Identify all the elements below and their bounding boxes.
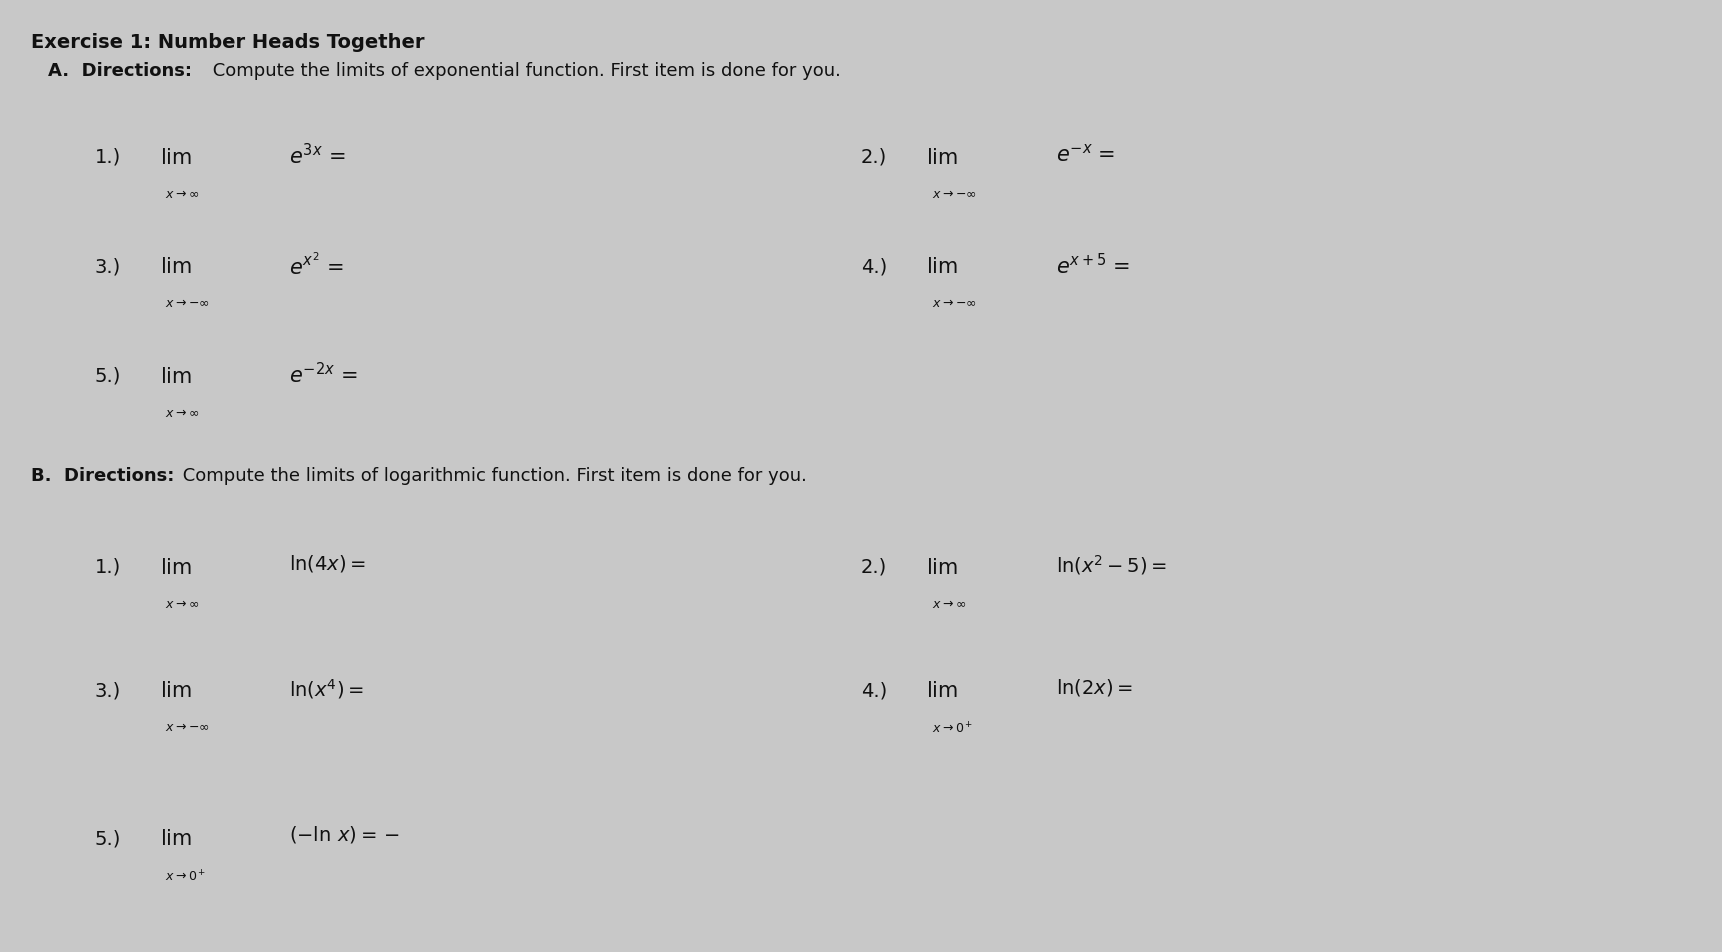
- Text: $\lim$: $\lim$: [160, 257, 193, 277]
- Text: $e^{x+5}$ =: $e^{x+5}$ =: [1056, 252, 1130, 277]
- Text: $e^{-2x}$ =: $e^{-2x}$ =: [289, 362, 358, 387]
- Text: $e^{3x}$ =: $e^{3x}$ =: [289, 143, 346, 168]
- Text: $x{\rightarrow}{-}\infty$: $x{\rightarrow}{-}\infty$: [932, 188, 976, 201]
- Text: Compute the limits of logarithmic function. First item is done for you.: Compute the limits of logarithmic functi…: [177, 466, 808, 485]
- Text: 4.): 4.): [861, 257, 887, 276]
- Text: Compute the limits of exponential function. First item is done for you.: Compute the limits of exponential functi…: [207, 62, 840, 80]
- Text: $\lim$: $\lim$: [160, 681, 193, 701]
- Text: $\lim$: $\lim$: [926, 557, 959, 577]
- Text: $(-\ln\,x) = -$: $(-\ln\,x) = -$: [289, 823, 401, 844]
- Text: $x{\rightarrow}\infty$: $x{\rightarrow}\infty$: [165, 597, 200, 610]
- Text: $\lim$: $\lim$: [926, 257, 959, 277]
- Text: 5.): 5.): [95, 367, 121, 386]
- Text: A.  Directions:: A. Directions:: [48, 62, 193, 80]
- Text: $\lim$: $\lim$: [926, 148, 959, 168]
- Text: 1.): 1.): [95, 557, 121, 576]
- Text: $\lim$: $\lim$: [160, 367, 193, 387]
- Text: $\lim$: $\lim$: [926, 681, 959, 701]
- Text: $e^{x^2}$ =: $e^{x^2}$ =: [289, 252, 344, 279]
- Text: $x{\rightarrow}{-}\infty$: $x{\rightarrow}{-}\infty$: [932, 297, 976, 310]
- Text: $x{\rightarrow}0^+$: $x{\rightarrow}0^+$: [932, 721, 973, 736]
- Text: 2.): 2.): [861, 557, 887, 576]
- Text: 1.): 1.): [95, 148, 121, 167]
- Text: $e^{-x}$ =: $e^{-x}$ =: [1056, 143, 1114, 165]
- Text: $x{\rightarrow}\infty$: $x{\rightarrow}\infty$: [932, 597, 966, 610]
- Text: 5.): 5.): [95, 828, 121, 847]
- Text: 2.): 2.): [861, 148, 887, 167]
- Text: $x{\rightarrow}{-}\infty$: $x{\rightarrow}{-}\infty$: [165, 297, 210, 310]
- Text: $\lim$: $\lim$: [160, 148, 193, 168]
- Text: Exercise 1: Number Heads Together: Exercise 1: Number Heads Together: [31, 33, 425, 52]
- Text: $x{\rightarrow}\infty$: $x{\rightarrow}\infty$: [165, 188, 200, 201]
- Text: $\lim$: $\lim$: [160, 828, 193, 848]
- Text: $\ln(4x) =$: $\ln(4x) =$: [289, 552, 367, 573]
- Text: 4.): 4.): [861, 681, 887, 700]
- Text: $x{\rightarrow}\infty$: $x{\rightarrow}\infty$: [165, 407, 200, 420]
- Text: $x{\rightarrow}0^+$: $x{\rightarrow}0^+$: [165, 868, 207, 883]
- Text: $x{\rightarrow}{-}\infty$: $x{\rightarrow}{-}\infty$: [165, 721, 210, 734]
- Text: $\ln(x^2 - 5) =$: $\ln(x^2 - 5) =$: [1056, 552, 1168, 576]
- Text: $\ln(2x) =$: $\ln(2x) =$: [1056, 676, 1133, 697]
- Text: $\lim$: $\lim$: [160, 557, 193, 577]
- Text: $\ln(x^4) =$: $\ln(x^4) =$: [289, 676, 363, 700]
- Text: B.  Directions:: B. Directions:: [31, 466, 174, 485]
- Text: 3.): 3.): [95, 257, 121, 276]
- Text: 3.): 3.): [95, 681, 121, 700]
